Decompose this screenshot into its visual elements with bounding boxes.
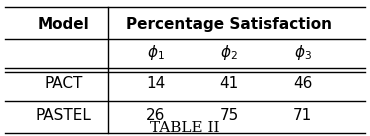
Text: 75: 75 — [219, 109, 239, 123]
Text: $\phi_2$: $\phi_2$ — [220, 43, 238, 61]
Text: PASTEL: PASTEL — [36, 109, 92, 123]
Text: Model: Model — [38, 17, 90, 32]
Text: 46: 46 — [293, 76, 312, 92]
Text: 26: 26 — [146, 109, 165, 123]
Text: Percentage Satisfaction: Percentage Satisfaction — [126, 17, 332, 32]
Text: $\phi_1$: $\phi_1$ — [147, 43, 165, 61]
Text: PACT: PACT — [45, 76, 83, 92]
Text: $\phi_3$: $\phi_3$ — [293, 43, 312, 61]
Text: 14: 14 — [146, 76, 165, 92]
Text: 71: 71 — [293, 109, 312, 123]
Text: TABLE II: TABLE II — [150, 121, 220, 135]
Text: 41: 41 — [219, 76, 239, 92]
